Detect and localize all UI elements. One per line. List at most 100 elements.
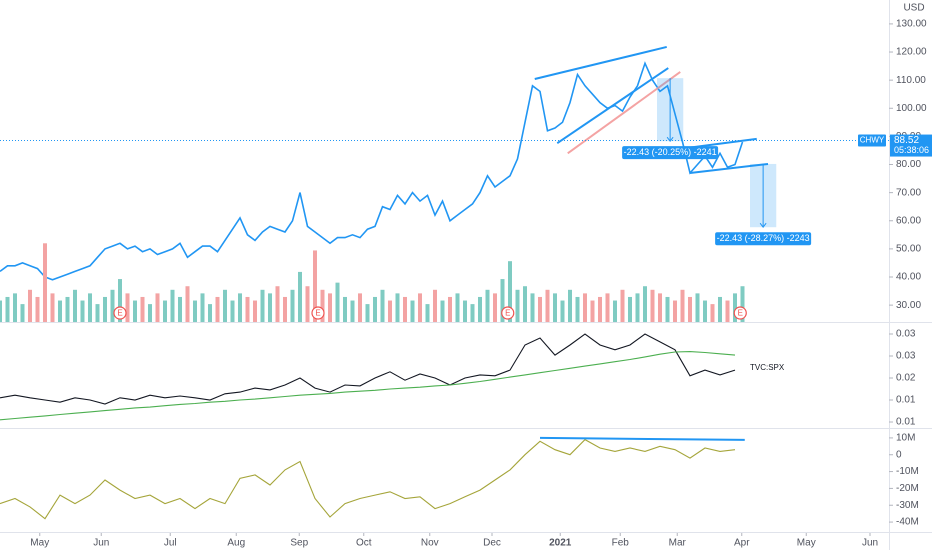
volume-bar [575, 296, 580, 322]
y-tick-label: 0.01 [896, 395, 916, 406]
volume-bar [358, 293, 362, 322]
y-tick-label: 30.00 [896, 300, 921, 311]
volume-bar [583, 293, 587, 322]
measure-label: -22.43 (-28.27%) -2243 [717, 233, 810, 243]
x-tick-label: May [30, 538, 49, 549]
volume-bar [650, 289, 655, 322]
price-tag: 88.52 [894, 135, 919, 146]
y-tick-label: 110.00 [896, 75, 926, 86]
measure-arrow-head [759, 222, 767, 229]
volume-bar [185, 286, 190, 322]
volume-bar [125, 293, 130, 322]
volume-bar [658, 293, 662, 322]
volume-bar [80, 300, 85, 322]
volume-bar [388, 300, 392, 322]
volume-bar [215, 296, 220, 322]
earnings-marker [113, 306, 127, 320]
volume-bar [515, 289, 520, 322]
y-tick-label: 0.03 [896, 329, 916, 340]
volume-bar [335, 282, 340, 322]
y-tick-label: 50.00 [896, 244, 921, 255]
volume-bar [88, 293, 92, 322]
volume-bar [5, 296, 10, 322]
volume-bar [523, 286, 527, 322]
y-tick-label: 80.00 [896, 159, 921, 170]
volume-bar [13, 293, 17, 322]
volume-bar [275, 286, 280, 322]
earnings-marker [733, 306, 747, 320]
volume-bar [95, 304, 100, 322]
symbol-tag-bg [858, 134, 886, 147]
x-tick-label: Sep [290, 538, 308, 549]
y-tick-label: 0.01 [896, 417, 916, 428]
volume-bar [50, 293, 55, 322]
volume-bar [403, 296, 407, 322]
x-tick-label: Mar [669, 538, 687, 549]
volume-bar [140, 296, 145, 322]
x-tick-label: Jun [862, 538, 878, 549]
series-label: TVC:SPX [750, 363, 785, 372]
volume-bar [65, 296, 70, 322]
x-tick-label: Dec [483, 538, 501, 549]
volume-bar [455, 293, 460, 322]
volume-bar [110, 289, 115, 322]
volume-bar [590, 300, 595, 322]
y-tick-label: -10M [896, 466, 919, 477]
volume-bar [208, 304, 212, 322]
volume-bar [725, 300, 730, 322]
y-tick-label: -40M [896, 517, 919, 528]
volume-bar [253, 300, 257, 322]
volume-bar [0, 300, 2, 322]
volume-bar [155, 293, 160, 322]
currency-label: USD [903, 3, 924, 14]
volume-bar [560, 300, 565, 322]
y-tick-label: 0 [896, 449, 902, 460]
volume-bar [103, 296, 107, 322]
volume-bar [665, 296, 670, 322]
series-line [0, 333, 736, 405]
x-tick-label: Apr [734, 538, 750, 549]
volume-bar [238, 293, 242, 322]
volume-bar [58, 300, 62, 322]
trend-line [689, 162, 769, 174]
y-tick-label: 120.00 [896, 47, 927, 58]
x-tick-label: 2021 [549, 538, 572, 549]
volume-bar [298, 271, 302, 322]
volume-bar [230, 300, 235, 322]
volume-bar [740, 286, 745, 322]
volume-bar [245, 296, 250, 322]
volume-bar [440, 300, 445, 322]
x-tick-label: May [797, 538, 816, 549]
y-tick-label: 70.00 [896, 187, 921, 198]
volume-bar [350, 300, 355, 322]
volume-bar [73, 289, 77, 322]
earnings-marker [501, 306, 515, 320]
volume-bar [718, 296, 722, 322]
x-tick-label: Jul [164, 538, 177, 549]
earnings-label: E [315, 309, 320, 318]
x-tick-label: Aug [227, 538, 245, 549]
volume-bar [545, 289, 550, 322]
volume-bar [35, 296, 40, 322]
volume-bar [733, 293, 737, 322]
volume-bar [485, 289, 490, 322]
volume-bar [320, 289, 325, 322]
volume-bar [553, 293, 557, 322]
measure-arrow-head [666, 136, 674, 143]
volume-bar [118, 279, 122, 322]
x-tick-label: Jun [93, 538, 109, 549]
volume-bar [163, 300, 167, 322]
y-tick-label: 100.00 [896, 103, 927, 114]
volume-bar [568, 289, 572, 322]
x-tick-label: Oct [356, 538, 372, 549]
y-tick-label: 60.00 [896, 215, 921, 226]
y-tick-label: 10M [896, 433, 915, 444]
volume-bar [463, 300, 467, 322]
volume-bar [365, 304, 370, 322]
y-tick-label: -30M [896, 500, 919, 511]
volume-bar [178, 296, 182, 322]
volume-bar [200, 293, 205, 322]
price-tag-time: 05:38:06 [894, 145, 929, 155]
